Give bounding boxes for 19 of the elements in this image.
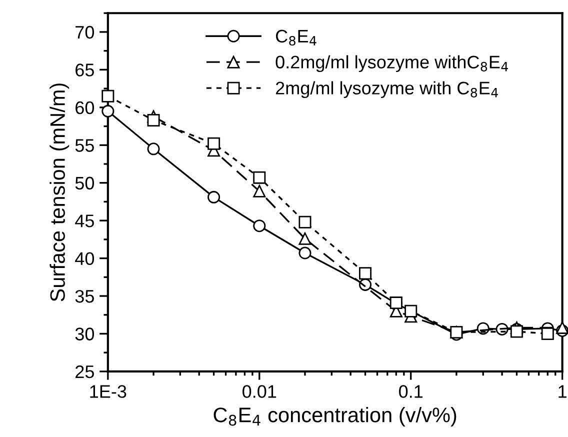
y-tick-label: 35: [75, 290, 94, 303]
y-tick-label: 60: [76, 101, 94, 114]
y-tick-label: 65: [76, 64, 94, 76]
x-tick-label: 1: [558, 385, 566, 398]
x-axis-title: C$_{8}$E$_{4}$ concentration (v/v%): [214, 407, 456, 426]
y-tick-label: 55: [75, 139, 94, 152]
y-tick-label: 45: [75, 214, 94, 228]
x-tick-label: 1E-3: [90, 385, 126, 398]
x-tick-label: 0.1: [399, 385, 423, 398]
legend-label: 0.2mg/ml lysozyme withC$_{8}$E$_{4}$: [276, 55, 508, 72]
legend-label: C$_{8}$E$_{4}$: [276, 30, 316, 46]
y-tick-label: 70: [76, 26, 94, 39]
y-axis-title: Surface tension (mN/m): [50, 84, 70, 302]
legend-label: 2mg/ml lysozyme with C$_{8}$E$_{4}$: [276, 81, 498, 98]
x-tick-label: 0.01: [242, 385, 276, 398]
y-tick-label: 40: [75, 252, 94, 266]
y-tick-label: 30: [75, 328, 94, 340]
y-tick-label: 25: [76, 365, 94, 378]
y-tick-label: 50: [75, 176, 94, 190]
